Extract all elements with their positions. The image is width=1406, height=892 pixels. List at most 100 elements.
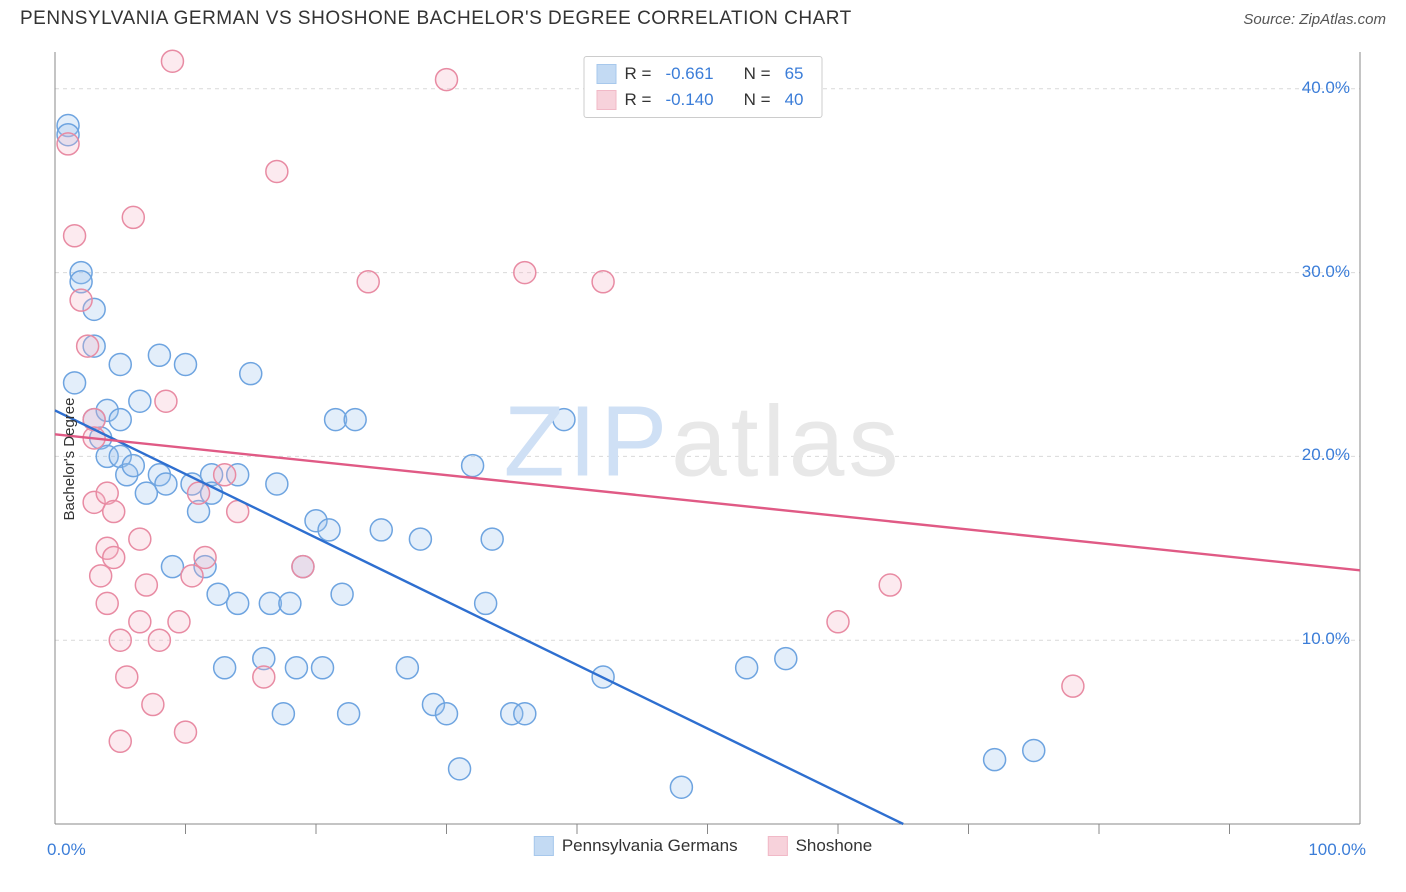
stat-r-value: -0.140 (665, 87, 713, 113)
data-point (670, 776, 692, 798)
stat-n-value: 40 (785, 87, 804, 113)
trend-line (55, 434, 1360, 570)
legend-swatch (768, 836, 788, 856)
data-point (148, 629, 170, 651)
data-point (318, 519, 340, 541)
data-point (109, 730, 131, 752)
series-label: Shoshone (796, 836, 873, 856)
data-point (155, 390, 177, 412)
data-point (436, 703, 458, 725)
data-point (357, 271, 379, 293)
data-point (396, 657, 418, 679)
data-point (109, 409, 131, 431)
data-point (70, 289, 92, 311)
data-point (129, 611, 151, 633)
data-point (462, 455, 484, 477)
data-point (122, 455, 144, 477)
data-point (266, 160, 288, 182)
data-point (109, 353, 131, 375)
series-label: Pennsylvania Germans (562, 836, 738, 856)
data-point (449, 758, 471, 780)
data-point (207, 583, 229, 605)
y-tick-label: 10.0% (1302, 629, 1350, 649)
series-legend: Pennsylvania Germans Shoshone (534, 836, 872, 856)
data-point (175, 353, 197, 375)
y-tick-label: 40.0% (1302, 78, 1350, 98)
correlation-legend-row: R = -0.140 N = 40 (597, 87, 810, 113)
data-point (338, 703, 360, 725)
data-point (1023, 739, 1045, 761)
series-legend-item: Pennsylvania Germans (534, 836, 738, 856)
data-point (122, 206, 144, 228)
data-point (292, 556, 314, 578)
data-point (370, 519, 392, 541)
y-tick-label: 20.0% (1302, 445, 1350, 465)
data-point (142, 694, 164, 716)
data-point (344, 409, 366, 431)
data-point (168, 611, 190, 633)
data-point (57, 133, 79, 155)
stat-n-label: N = (744, 87, 771, 113)
data-point (984, 749, 1006, 771)
correlation-legend-row: R =-0.661N =65 (597, 61, 810, 87)
data-point (514, 262, 536, 284)
data-point (175, 721, 197, 743)
chart-title: PENNSYLVANIA GERMAN VS SHOSHONE BACHELOR… (20, 8, 852, 30)
data-point (736, 657, 758, 679)
data-point (64, 225, 86, 247)
source-prefix: Source: (1243, 11, 1299, 28)
y-axis-title: Bachelor's Degree (61, 398, 78, 521)
data-point (325, 409, 347, 431)
data-point (116, 666, 138, 688)
series-legend-item: Shoshone (768, 836, 873, 856)
data-point (331, 583, 353, 605)
data-point (103, 501, 125, 523)
legend-swatch (597, 64, 617, 84)
data-point (90, 565, 112, 587)
data-point (227, 592, 249, 614)
data-point (259, 592, 281, 614)
data-point (181, 565, 203, 587)
stat-n-value: 65 (785, 61, 804, 87)
data-point (77, 335, 99, 357)
stat-n-label: N = (744, 61, 771, 87)
data-point (148, 344, 170, 366)
data-point (240, 363, 262, 385)
correlation-legend: R = -0.661 N = 65R = -0.140 N = 40 (584, 56, 823, 118)
stat-r-label: R = (625, 87, 652, 113)
x-max-label: 100.0% (1308, 840, 1366, 860)
chart-header: PENNSYLVANIA GERMAN VS SHOSHONE BACHELOR… (0, 0, 1406, 34)
scatter-chart-svg (0, 34, 1406, 884)
source-name: ZipAtlas.com (1299, 11, 1386, 28)
data-point (129, 390, 151, 412)
data-point (475, 592, 497, 614)
data-point (312, 657, 334, 679)
data-point (135, 482, 157, 504)
data-point (214, 464, 236, 486)
data-point (1062, 675, 1084, 697)
data-point (285, 657, 307, 679)
data-point (155, 473, 177, 495)
data-point (214, 657, 236, 679)
legend-swatch (534, 836, 554, 856)
source-attribution: Source: ZipAtlas.com (1243, 11, 1386, 28)
stat-r-value: -0.661 (665, 61, 713, 87)
data-point (64, 372, 86, 394)
data-point (194, 546, 216, 568)
data-point (135, 574, 157, 596)
data-point (161, 50, 183, 72)
data-point (409, 528, 431, 550)
data-point (266, 473, 288, 495)
data-point (253, 666, 275, 688)
data-point (103, 546, 125, 568)
data-point (161, 556, 183, 578)
data-point (109, 629, 131, 651)
data-point (436, 69, 458, 91)
data-point (775, 648, 797, 670)
chart-area: Bachelor's Degree ZIPatlas R =-0.661N =6… (0, 34, 1406, 884)
data-point (827, 611, 849, 633)
data-point (96, 592, 118, 614)
y-tick-label: 30.0% (1302, 262, 1350, 282)
data-point (272, 703, 294, 725)
data-point (879, 574, 901, 596)
